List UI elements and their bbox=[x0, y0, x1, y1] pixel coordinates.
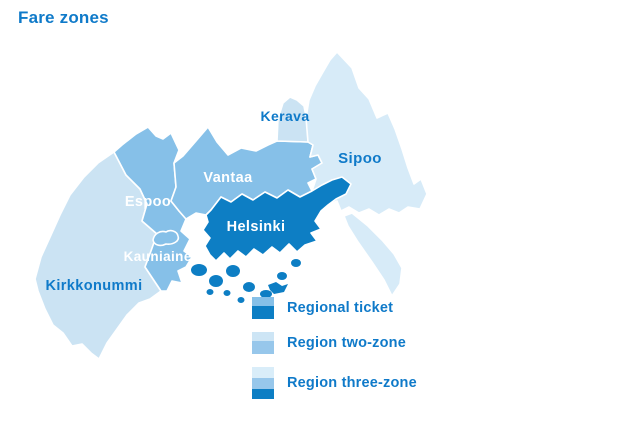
label-kirkkonummi: Kirkkonummi bbox=[45, 278, 142, 294]
region-sipoo bbox=[305, 51, 428, 216]
label-sipoo: Sipoo bbox=[338, 150, 382, 167]
page-title: Fare zones bbox=[18, 8, 109, 27]
legend-swatch-band bbox=[252, 378, 274, 389]
island bbox=[223, 290, 231, 296]
island bbox=[191, 264, 207, 276]
legend: Regional ticket Region two-zone Region t… bbox=[252, 297, 417, 412]
legend-swatch-three-zone bbox=[252, 367, 274, 399]
legend-swatch-band bbox=[252, 367, 274, 378]
island bbox=[209, 275, 223, 287]
label-kauniainen: Kauniainen bbox=[124, 249, 201, 264]
island bbox=[206, 289, 214, 295]
island bbox=[260, 290, 272, 298]
region-kauniainen bbox=[152, 229, 180, 247]
island bbox=[268, 282, 288, 294]
island bbox=[277, 272, 287, 280]
legend-swatch-band bbox=[252, 297, 274, 306]
region-sipoo-archipelago bbox=[343, 212, 403, 297]
legend-swatch-band bbox=[252, 341, 274, 354]
legend-swatch-band bbox=[252, 332, 274, 341]
island bbox=[291, 259, 301, 267]
label-helsinki: Helsinki bbox=[227, 219, 286, 235]
island bbox=[237, 297, 245, 303]
label-kerava: Kerava bbox=[260, 108, 309, 124]
island bbox=[243, 282, 255, 292]
helsinki-islands bbox=[191, 259, 301, 303]
legend-item-regional-ticket: Regional ticket bbox=[252, 297, 417, 319]
region-helsinki bbox=[202, 176, 352, 262]
label-vantaa: Vantaa bbox=[203, 170, 253, 186]
legend-swatch-two-zone bbox=[252, 332, 274, 354]
legend-swatch-band bbox=[252, 306, 274, 319]
legend-swatch-band bbox=[252, 389, 274, 399]
region-vantaa bbox=[170, 126, 323, 220]
island bbox=[226, 265, 240, 277]
legend-label: Region two-zone bbox=[287, 335, 406, 351]
legend-item-two-zone: Region two-zone bbox=[252, 332, 417, 354]
label-espoo: Espoo bbox=[125, 194, 171, 210]
legend-label: Regional ticket bbox=[287, 300, 394, 316]
legend-swatch-regional bbox=[252, 297, 274, 319]
legend-label: Region three-zone bbox=[287, 375, 417, 391]
legend-item-three-zone: Region three-zone bbox=[252, 367, 417, 399]
